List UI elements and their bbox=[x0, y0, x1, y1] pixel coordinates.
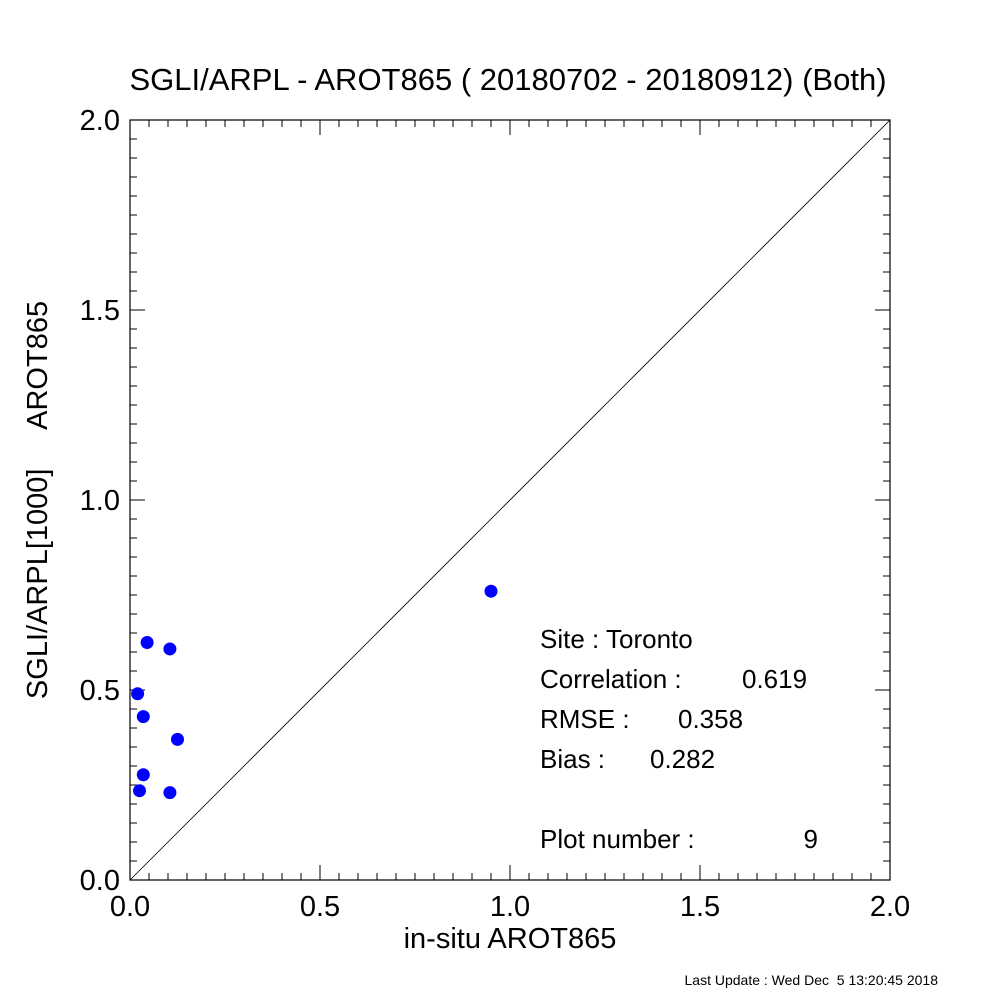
x-tick-labels: 0.0 0.5 1.0 1.5 2.0 bbox=[110, 891, 910, 923]
last-update-text: Last Update : Wed Dec 5 13:20:45 2018 bbox=[685, 972, 939, 988]
data-point bbox=[131, 687, 145, 701]
x-tick-label: 1.0 bbox=[490, 891, 530, 923]
x-tick-label: 0.0 bbox=[110, 891, 150, 923]
one-to-one-line bbox=[129, 119, 891, 881]
plot-frame bbox=[129, 119, 891, 881]
stat-bias-label: Bias : bbox=[540, 744, 605, 774]
y-tick-label: 0.5 bbox=[80, 675, 120, 707]
chart-title: SGLI/ARPL - AROT865 ( 20180702 - 2018091… bbox=[129, 62, 886, 97]
stat-plot-number-label: Plot number : bbox=[540, 824, 695, 854]
x-tick-label: 0.5 bbox=[300, 891, 340, 923]
stat-site: Site : Toronto bbox=[540, 624, 693, 654]
x-tick-label: 2.0 bbox=[870, 891, 910, 923]
data-point bbox=[136, 768, 150, 782]
y-axis-title: SGLI/ARPL[1000] AROT865 bbox=[22, 301, 54, 699]
data-point bbox=[171, 732, 184, 746]
data-point bbox=[136, 710, 150, 724]
y-tick-labels: 0.0 0.5 1.0 1.5 2.0 bbox=[80, 105, 120, 897]
data-point bbox=[484, 584, 498, 598]
x-tick-label: 1.5 bbox=[680, 891, 720, 923]
y-tick-label: 0.0 bbox=[80, 865, 120, 897]
data-point bbox=[140, 636, 154, 649]
data-point bbox=[163, 642, 177, 656]
x-axis-title: in-situ AROT865 bbox=[404, 923, 617, 955]
stat-plot-number-value: 9 bbox=[804, 824, 818, 854]
stat-rmse-value: 0.358 bbox=[678, 704, 743, 734]
stat-rmse-label: RMSE : bbox=[540, 704, 630, 734]
data-point bbox=[163, 786, 177, 800]
stat-correlation-label: Correlation : bbox=[540, 664, 682, 694]
stat-bias-value: 0.282 bbox=[650, 744, 715, 774]
y-tick-label: 1.0 bbox=[80, 485, 120, 517]
stats-box: Site : Toronto Correlation : 0.619 RMSE … bbox=[540, 624, 818, 854]
y-tick-label: 1.5 bbox=[80, 295, 120, 327]
y-tick-label: 2.0 bbox=[80, 105, 120, 137]
data-point bbox=[133, 784, 146, 798]
stat-correlation-value: 0.619 bbox=[742, 664, 807, 694]
data-points bbox=[131, 584, 498, 800]
minor-ticks bbox=[130, 120, 890, 880]
